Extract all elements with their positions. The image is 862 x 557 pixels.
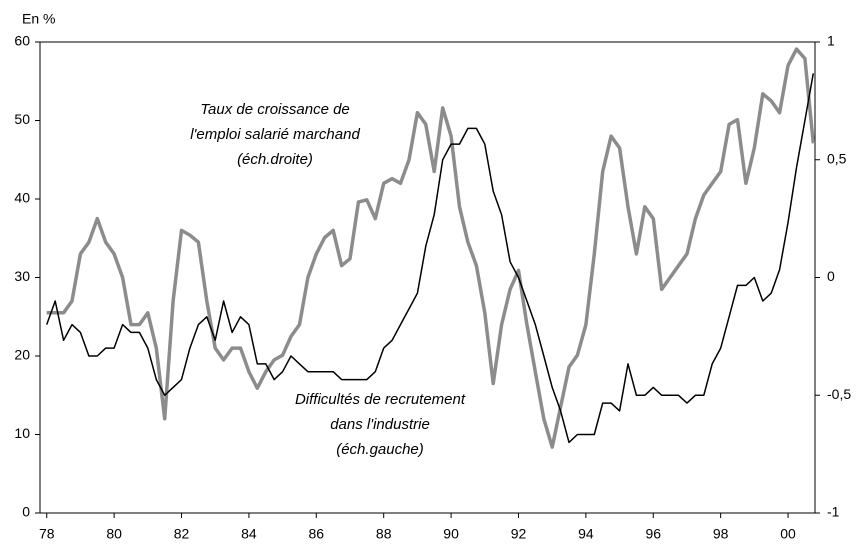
y-tick-label: 20 — [14, 347, 30, 363]
y-tick-label: 50 — [14, 111, 30, 127]
x-tick-label: 82 — [174, 526, 190, 542]
x-tick-label: 92 — [511, 526, 527, 542]
y2-tick-label: 0,5 — [827, 150, 847, 166]
x-tick-label: 98 — [713, 526, 729, 542]
y2-tick-label: -1 — [827, 504, 840, 520]
x-tick-label: 84 — [241, 526, 257, 542]
y-tick-label: 0 — [22, 504, 30, 520]
plot-frame — [39, 41, 816, 514]
y-tick-label: 40 — [14, 190, 30, 206]
y-tick-label: 30 — [14, 268, 30, 284]
x-tick-label: 96 — [645, 526, 661, 542]
x-tick-label: 86 — [309, 526, 325, 542]
annotation: dans l'industrie — [330, 416, 430, 433]
annotation: l'emploi salarié marchand — [190, 126, 360, 143]
y2-tick-label: 1 — [827, 33, 835, 49]
y-unit-label: En % — [22, 11, 55, 27]
annotation: (éch.droite) — [237, 151, 313, 168]
x-tick-label: 80 — [106, 526, 122, 542]
x-tick-label: 78 — [39, 526, 55, 542]
x-tick-label: 00 — [780, 526, 796, 542]
annotation: Taux de croissance de — [200, 101, 350, 118]
y-tick-label: 10 — [14, 425, 30, 441]
y2-tick-label: -0,5 — [827, 386, 851, 402]
series-line — [45, 73, 815, 444]
annotation: Difficultés de recrutement — [295, 391, 466, 408]
series-line — [46, 47, 816, 449]
x-tick-label: 90 — [443, 526, 459, 542]
x-tick-label: 88 — [376, 526, 392, 542]
x-tick-label: 94 — [578, 526, 594, 542]
annotation: (éch.gauche) — [336, 441, 424, 458]
y-tick-label: 60 — [14, 33, 30, 49]
y2-tick-label: 0 — [827, 268, 835, 284]
